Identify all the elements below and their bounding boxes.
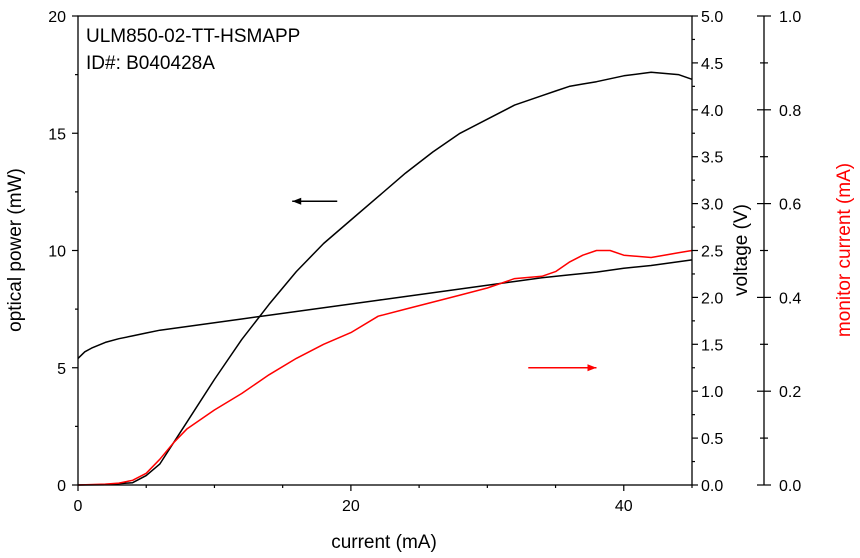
left-tick-label: 15 [48, 126, 66, 143]
monitor-tick-label: 0.6 [779, 197, 801, 214]
x-tick-label: 40 [615, 498, 633, 515]
voltage-curve [77, 259, 693, 359]
left-axis-label: optical power (mW) [5, 168, 26, 332]
right-arrow-head [587, 364, 597, 372]
axes-layer: 0 20 40 0 5 10 15 20 0.0 0.5 1.0 1.5 2.0 2.5 3.0 3.5 4.0… [48, 9, 801, 515]
voltage-tick-label: 5.0 [701, 9, 723, 26]
voltage-tick-label: 0.5 [701, 431, 723, 448]
voltage-tick-label: 2.5 [701, 244, 723, 261]
voltage-tick-label: 3.0 [701, 197, 723, 214]
left-arrow-head [292, 197, 302, 205]
voltage-tick-label: 0.0 [701, 478, 723, 495]
voltage-tick-label: 1.0 [701, 384, 723, 401]
voltage-tick-label: 4.5 [701, 56, 723, 73]
monitor-tick-label: 0.0 [779, 478, 801, 495]
monitor-axis-label: monitor current (mA) [834, 163, 855, 337]
x-tick-label: 0 [74, 498, 83, 515]
annotation-line-2: ID#: B040428A [86, 53, 215, 74]
voltage-axis-label: voltage (V) [731, 204, 752, 296]
left-tick-label: 20 [48, 9, 66, 26]
plot-layer [77, 71, 693, 486]
voltage-tick-label: 3.5 [701, 150, 723, 167]
voltage-tick-label: 2.0 [701, 290, 723, 307]
left-tick-label: 5 [57, 361, 66, 378]
monitor-tick-label: 0.8 [779, 103, 801, 120]
x-axis-label: current (mA) [331, 532, 437, 553]
monitor-tick-label: 1.0 [779, 9, 801, 26]
left-tick-label: 0 [57, 478, 66, 495]
monitor-tick-label: 0.4 [779, 290, 801, 307]
x-tick-label: 20 [342, 498, 360, 515]
annotation-line-1: ULM850-02-TT-HSMAPP [86, 26, 300, 47]
monitor-tick-label: 0.2 [779, 384, 801, 401]
voltage-tick-label: 4.0 [701, 103, 723, 120]
optical-power-curve [77, 71, 693, 486]
monitor-current-curve [77, 249, 693, 486]
voltage-tick-label: 1.5 [701, 337, 723, 354]
left-tick-label: 10 [48, 244, 66, 261]
